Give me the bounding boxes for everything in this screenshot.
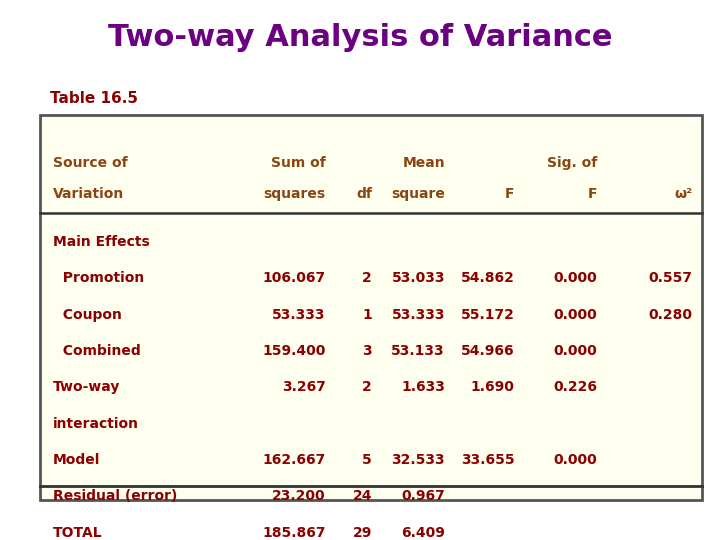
Text: 0.000: 0.000 xyxy=(554,344,598,358)
Text: 24: 24 xyxy=(353,489,372,503)
Text: 54.862: 54.862 xyxy=(461,271,515,285)
Text: F: F xyxy=(588,187,598,201)
Text: Sig. of: Sig. of xyxy=(547,156,598,170)
Text: 2: 2 xyxy=(362,380,372,394)
Text: 54.966: 54.966 xyxy=(461,344,515,358)
Text: 3.267: 3.267 xyxy=(282,380,325,394)
Text: 0.967: 0.967 xyxy=(401,489,445,503)
Text: 53.333: 53.333 xyxy=(272,308,325,322)
Text: Residual (error): Residual (error) xyxy=(53,489,177,503)
Text: 0.226: 0.226 xyxy=(553,380,598,394)
Text: 23.200: 23.200 xyxy=(272,489,325,503)
Text: 53.033: 53.033 xyxy=(392,271,445,285)
Text: 6.409: 6.409 xyxy=(401,525,445,539)
Text: 5: 5 xyxy=(362,453,372,467)
Text: 3: 3 xyxy=(362,344,372,358)
Text: Main Effects: Main Effects xyxy=(53,235,150,249)
Text: 0.000: 0.000 xyxy=(554,453,598,467)
Text: Model: Model xyxy=(53,453,100,467)
Text: 53.133: 53.133 xyxy=(392,344,445,358)
Text: Combined: Combined xyxy=(53,344,140,358)
Text: F: F xyxy=(505,187,515,201)
Text: 159.400: 159.400 xyxy=(262,344,325,358)
Text: interaction: interaction xyxy=(53,417,139,431)
Text: Two-way Analysis of Variance: Two-way Analysis of Variance xyxy=(108,23,612,52)
Text: Mean: Mean xyxy=(402,156,445,170)
Text: Table 16.5: Table 16.5 xyxy=(50,91,138,106)
Text: 53.333: 53.333 xyxy=(392,308,445,322)
Text: 29: 29 xyxy=(353,525,372,539)
Text: 33.655: 33.655 xyxy=(461,453,515,467)
Text: 1.633: 1.633 xyxy=(401,380,445,394)
Text: 162.667: 162.667 xyxy=(263,453,325,467)
Text: 1.690: 1.690 xyxy=(471,380,515,394)
Text: 2: 2 xyxy=(362,271,372,285)
FancyBboxPatch shape xyxy=(40,115,702,500)
Text: 185.867: 185.867 xyxy=(262,525,325,539)
Text: 106.067: 106.067 xyxy=(263,271,325,285)
Text: 0.557: 0.557 xyxy=(648,271,692,285)
Text: 55.172: 55.172 xyxy=(461,308,515,322)
Text: TOTAL: TOTAL xyxy=(53,525,102,539)
Text: Coupon: Coupon xyxy=(53,308,122,322)
Text: 0.000: 0.000 xyxy=(554,308,598,322)
Text: 0.280: 0.280 xyxy=(648,308,692,322)
Text: Promotion: Promotion xyxy=(53,271,144,285)
Text: 1: 1 xyxy=(362,308,372,322)
Text: 32.533: 32.533 xyxy=(392,453,445,467)
Text: Sum of: Sum of xyxy=(271,156,325,170)
Text: square: square xyxy=(391,187,445,201)
Text: Source of: Source of xyxy=(53,156,127,170)
Text: squares: squares xyxy=(264,187,325,201)
Text: df: df xyxy=(356,187,372,201)
Text: Two-way: Two-way xyxy=(53,380,120,394)
Text: Variation: Variation xyxy=(53,187,124,201)
Text: ω²: ω² xyxy=(674,187,692,201)
Text: 0.000: 0.000 xyxy=(554,271,598,285)
